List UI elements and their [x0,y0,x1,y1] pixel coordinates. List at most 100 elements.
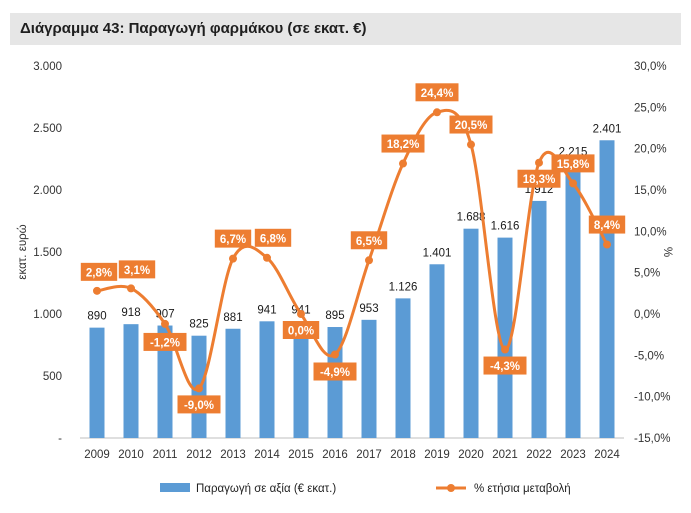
y2-tick-label: 5,0% [634,268,660,280]
x-tick-label: 2021 [492,449,518,461]
title-bar: Διάγραμμα 43: Παραγωγή φαρμάκου (σε εκατ… [10,13,681,45]
line-point [263,253,271,262]
x-tick-label: 2020 [458,449,484,461]
bar [361,319,377,438]
pct-label-box [551,154,595,173]
pct-label-box [350,231,388,250]
y-tick-label: 2.000 [33,185,62,197]
x-tick-label: 2015 [288,449,314,461]
pct-label: -4,9% [320,367,350,379]
x-tick-label: 2017 [356,449,382,461]
pct-label: 2,8% [86,267,112,279]
pct-label: 18,3% [523,174,556,186]
bar-value-label: 890 [87,311,106,323]
bar-value-label: 1.126 [389,281,418,293]
x-tick-label: 2012 [186,449,212,461]
bar-value-label: 1.401 [423,247,452,259]
line-point [365,256,373,265]
y2-tick-label: 15,0% [634,185,667,197]
bar [497,237,513,438]
x-tick-label: 2016 [322,449,348,461]
y2-tick-label: 30,0% [634,61,667,73]
bar-value-label: 2.401 [593,123,622,135]
pct-label: 6,8% [260,233,286,245]
bar [463,228,479,438]
y-axis-right: -15,0% -10,0% -5,0% 0,0% 5,0% 10,0% 15,0% 20,0%… [634,61,670,445]
pct-label-box [449,115,493,134]
bar [429,264,445,438]
line-series: 2,8% 3,1% -1,2% -9,0% 6,7% 6,8% 0,0% -4,9% 6,5% 1… [80,83,626,414]
pct-label-box [118,260,156,279]
pct-label: 3,1% [124,265,150,277]
line-point [195,384,203,393]
pct-label-box [483,356,527,375]
y-axis-title-text: εκατ. ευρώ [17,224,29,279]
pct-label: -9,0% [184,400,214,412]
x-tick-label: 2019 [424,449,450,461]
bar [225,328,241,438]
pct-label-box [177,395,221,414]
line-point [569,179,577,188]
pct-label: 20,5% [455,120,488,132]
legend-line-marker [447,484,455,492]
bar-value-label: 953 [359,303,378,315]
y2-tick-label: -15,0% [634,433,670,445]
pct-label: 0,0% [288,326,314,338]
bar [395,298,411,438]
y-axis-left: - 500 1.000 1.500 2.000 2.500 3.000 [33,61,62,445]
x-tick-label: 2013 [220,449,246,461]
bar-value-label: 1.616 [491,221,520,233]
y-tick-label: 2.500 [33,123,62,135]
bar-series: 8909189078258819419418959531.1261.4011.6… [87,123,621,438]
legend-line-label: % ετήσια μεταβολή [474,483,571,495]
x-tick-label: 2009 [84,449,110,461]
line-point [535,158,543,167]
bar [531,200,547,438]
y2-tick-label: 0,0% [634,309,660,321]
line-point [433,108,441,117]
y2-tick-label: 10,0% [634,226,667,238]
y2-axis-title-text: % [661,247,673,257]
line-point [127,284,135,293]
line-point [297,310,305,318]
chart-title: Διάγραμμα 43: Παραγωγή φαρμάκου (σε εκατ… [20,20,367,37]
legend: Παραγωγή σε αξία (€ εκατ.) % ετήσια μεταβ… [160,483,571,495]
x-tick-label: 2024 [594,449,620,461]
x-tick-label: 2022 [526,449,552,461]
bar [123,324,139,438]
x-tick-label: 2023 [560,449,586,461]
legend-bar-label: Παραγωγή σε αξία (€ εκατ.) [196,483,336,495]
line-point [229,254,237,263]
pct-label-box [143,332,187,351]
y-tick-label: 1.500 [33,247,62,259]
pct-label: 15,8% [557,159,590,171]
pct-label-box [214,229,252,248]
pct-label: 6,5% [356,236,382,248]
pct-label-box [282,321,320,339]
line-point [501,345,509,354]
line-point [161,319,169,328]
pct-label-box [381,134,425,153]
pct-label: 24,4% [421,88,454,100]
y-tick-label: 3.000 [33,61,62,73]
line-point [331,350,339,359]
bar [157,325,173,438]
line-point [93,286,101,295]
pct-label-box [415,83,459,102]
x-tick-label: 2010 [118,449,144,461]
y2-tick-label: 25,0% [634,102,667,114]
line-point [399,159,407,168]
bar [259,321,275,438]
pct-label-box [588,215,626,234]
y-axis-title-left: εκατ. ευρώ [17,224,29,279]
y-tick-label: 1.000 [33,309,62,321]
y-tick-label: 500 [43,371,62,383]
pct-label: -4,3% [490,361,520,373]
x-axis: 2009 2010 2011 2012 2013 2014 2015 2016 2017 2018… [84,449,620,461]
y-tick-label: - [58,433,62,445]
y2-tick-label: -10,0% [634,392,670,404]
line-point [603,240,611,249]
x-tick-label: 2018 [390,449,416,461]
bar-value-label: 825 [189,319,208,331]
